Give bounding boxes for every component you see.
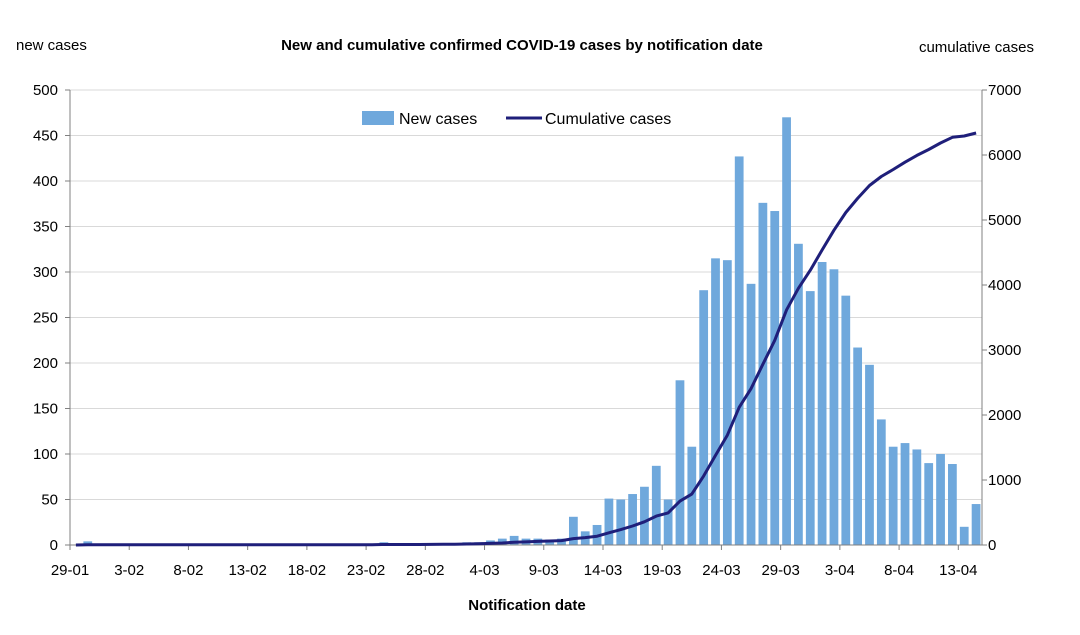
x-tick-label: 28-02 — [406, 562, 444, 579]
bar — [651, 465, 661, 545]
x-tick-label: 13-02 — [228, 562, 266, 579]
bar — [888, 446, 898, 545]
x-tick-label: 3-04 — [825, 562, 855, 579]
x-tick-label: 19-03 — [643, 562, 681, 579]
bar — [758, 202, 768, 545]
bar — [924, 463, 934, 545]
gridlines — [70, 89, 982, 500]
x-tick-label: 18-02 — [288, 562, 326, 579]
left-tick-label: 300 — [33, 264, 58, 281]
bar — [746, 283, 756, 545]
bar — [722, 260, 732, 545]
bar — [936, 454, 945, 545]
right-tick-label: 6000 — [988, 147, 1021, 164]
right-tick-label: 2000 — [988, 407, 1021, 424]
chart-title: New and cumulative confirmed COVID-19 ca… — [281, 37, 763, 54]
bar — [770, 211, 780, 545]
bar — [853, 347, 863, 545]
bar — [912, 449, 922, 545]
x-axis-title: Notification date — [468, 597, 586, 614]
left-tick-label: 400 — [33, 173, 58, 190]
right-tick-labels: 0 1000 2000 3000 4000 5000 6000 7000 — [988, 82, 1021, 554]
legend: New cases Cumulative cases — [362, 111, 671, 128]
cumulative-line — [75, 131, 977, 547]
x-tick-label: 3-02 — [114, 562, 144, 579]
line-series — [75, 131, 977, 547]
bar-series — [83, 117, 981, 546]
left-tick-label: 200 — [33, 355, 58, 372]
bar — [829, 269, 839, 545]
bar — [817, 261, 827, 545]
x-tick-label: 29-01 — [51, 562, 89, 579]
right-tick-label: 1000 — [988, 472, 1021, 489]
right-tick-label: 5000 — [988, 212, 1021, 229]
bar — [604, 498, 614, 545]
bar — [734, 156, 744, 545]
bar — [699, 290, 709, 545]
x-tick-labels: 29-01 3-02 8-02 13-02 18-02 23-02 28-02 4-03 9-0… — [51, 562, 978, 579]
bar — [616, 499, 626, 545]
right-tick-label: 3000 — [988, 342, 1021, 359]
x-tick-label: 29-03 — [761, 562, 799, 579]
bar — [663, 499, 673, 545]
right-axis-title: cumulative cases — [919, 39, 1034, 56]
bar — [675, 380, 685, 545]
x-tick-label: 13-04 — [939, 562, 977, 579]
x-tick-label: 4-03 — [470, 562, 500, 579]
bar — [794, 243, 803, 546]
bar — [971, 504, 981, 545]
right-tick-label: 0 — [988, 537, 996, 554]
bar — [948, 464, 957, 545]
left-tick-label: 150 — [33, 401, 58, 418]
bar — [687, 446, 697, 545]
left-axis-title: new cases — [16, 37, 87, 54]
x-tick-label: 23-02 — [347, 562, 385, 579]
bar — [640, 486, 649, 545]
x-tick-label: 8-02 — [173, 562, 203, 579]
legend-label-cumulative-cases: Cumulative cases — [545, 111, 671, 128]
left-tick-label: 350 — [33, 219, 58, 236]
bar — [841, 295, 851, 545]
legend-swatch-new-cases — [362, 111, 394, 125]
bar — [805, 291, 815, 545]
bar — [83, 541, 93, 545]
bar — [900, 443, 910, 545]
bar — [876, 419, 886, 545]
x-tick-label: 9-03 — [529, 562, 559, 579]
x-tick-label: 8-04 — [884, 562, 914, 579]
x-tick-label: 24-03 — [702, 562, 740, 579]
bar — [628, 494, 637, 545]
bar — [782, 117, 791, 546]
bar — [509, 535, 519, 545]
x-tick-label: 14-03 — [584, 562, 622, 579]
left-tick-label: 500 — [33, 82, 58, 99]
left-tick-label: 50 — [41, 492, 58, 509]
right-tick-label: 7000 — [988, 82, 1021, 99]
legend-label-new-cases: New cases — [399, 111, 477, 128]
left-tick-label: 250 — [33, 310, 58, 327]
left-tick-label: 100 — [33, 446, 58, 463]
bar — [711, 258, 720, 545]
bar — [959, 526, 969, 545]
right-tick-label: 4000 — [988, 277, 1021, 294]
bar — [568, 516, 578, 545]
left-tick-label: 0 — [50, 537, 58, 554]
left-tick-label: 450 — [33, 128, 58, 145]
left-tick-labels: 0 50 100 150 200 250 300 350 400 450 500 — [33, 82, 58, 554]
bar — [865, 364, 874, 545]
